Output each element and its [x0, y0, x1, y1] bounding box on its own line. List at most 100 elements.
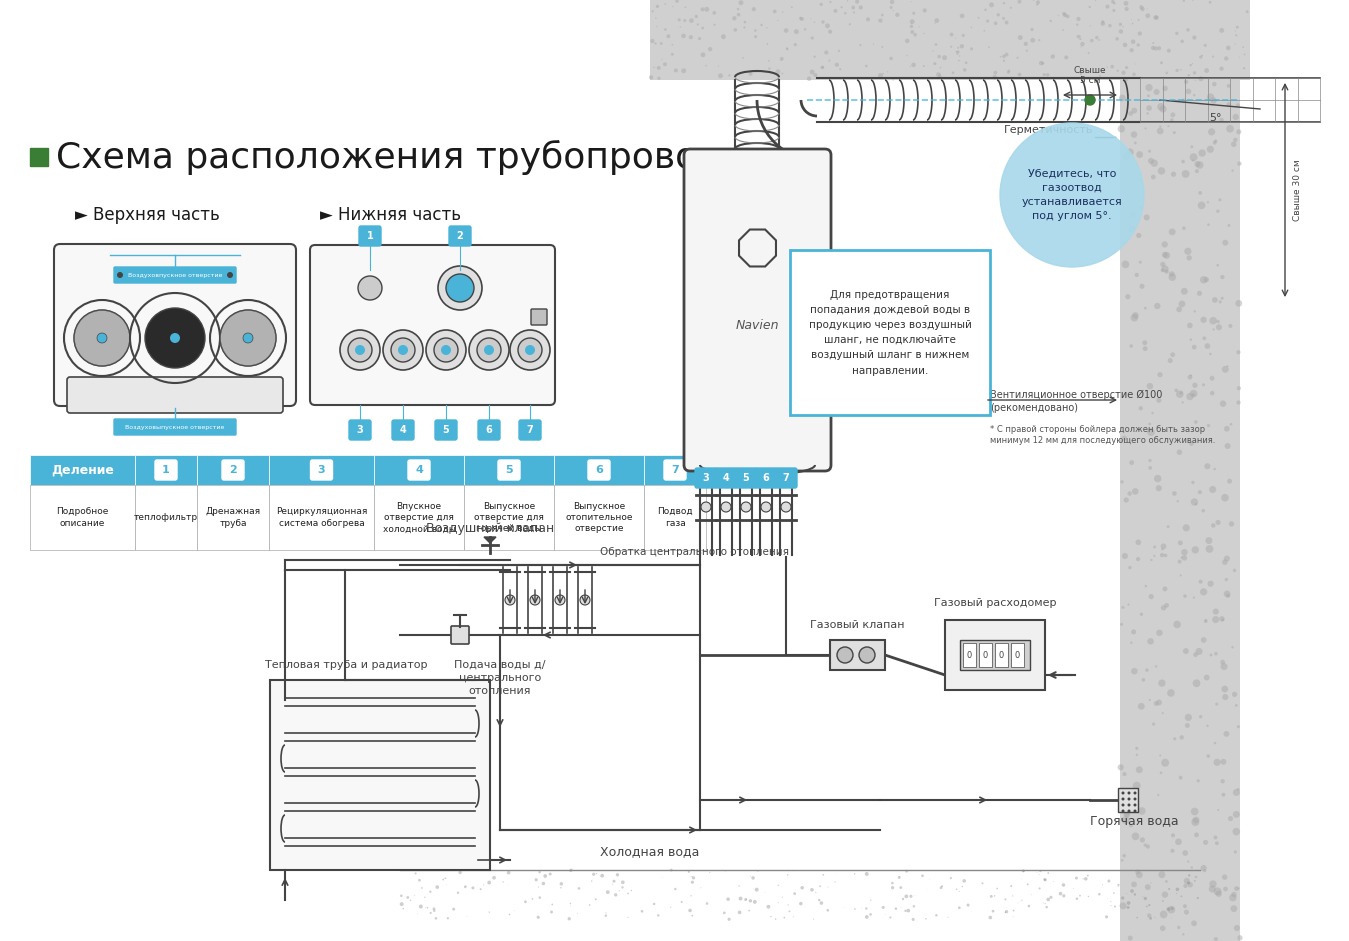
Circle shape — [859, 44, 862, 46]
Bar — [650, 0, 1251, 80]
Circle shape — [1113, 892, 1114, 894]
Circle shape — [1226, 594, 1230, 598]
Circle shape — [1153, 555, 1156, 557]
Circle shape — [1136, 232, 1141, 238]
Circle shape — [1017, 72, 1021, 76]
Circle shape — [1151, 559, 1152, 561]
Circle shape — [786, 48, 789, 51]
Text: 3: 3 — [356, 425, 363, 435]
Circle shape — [712, 11, 716, 15]
Circle shape — [1130, 213, 1136, 216]
Bar — [197, 485, 268, 550]
Circle shape — [1221, 686, 1228, 693]
Circle shape — [1079, 38, 1082, 40]
Circle shape — [1000, 123, 1144, 267]
Circle shape — [1118, 94, 1126, 102]
Circle shape — [683, 19, 687, 22]
Circle shape — [989, 916, 992, 919]
Circle shape — [1184, 80, 1188, 84]
Bar — [268, 455, 374, 485]
Circle shape — [923, 33, 925, 34]
Circle shape — [1125, 295, 1130, 299]
Circle shape — [654, 42, 657, 44]
Circle shape — [822, 21, 824, 24]
Circle shape — [1221, 275, 1225, 279]
Circle shape — [1136, 917, 1139, 918]
Circle shape — [1237, 162, 1241, 166]
Circle shape — [741, 502, 751, 512]
Circle shape — [1236, 34, 1237, 37]
Circle shape — [1182, 170, 1190, 178]
Circle shape — [704, 7, 710, 11]
Circle shape — [738, 897, 742, 901]
Circle shape — [1087, 52, 1090, 54]
Circle shape — [1201, 317, 1207, 323]
Circle shape — [410, 900, 411, 901]
Circle shape — [1130, 889, 1133, 893]
Circle shape — [630, 890, 633, 891]
Circle shape — [1171, 849, 1175, 853]
Circle shape — [820, 901, 823, 905]
Circle shape — [518, 338, 542, 362]
Circle shape — [1236, 129, 1241, 135]
Circle shape — [1159, 755, 1161, 757]
Circle shape — [1184, 247, 1191, 255]
Circle shape — [674, 69, 679, 72]
Circle shape — [1023, 870, 1025, 872]
Circle shape — [1193, 383, 1198, 388]
Circle shape — [1148, 594, 1153, 599]
Text: 4: 4 — [723, 473, 730, 483]
Circle shape — [1179, 574, 1182, 577]
Circle shape — [1126, 906, 1129, 909]
Circle shape — [708, 47, 712, 52]
Circle shape — [921, 874, 924, 877]
FancyBboxPatch shape — [735, 468, 757, 488]
Bar — [643, 485, 706, 550]
Circle shape — [793, 29, 799, 34]
Circle shape — [1039, 61, 1044, 65]
Circle shape — [1121, 859, 1124, 862]
Circle shape — [853, 11, 855, 13]
Circle shape — [1209, 881, 1217, 887]
Circle shape — [348, 338, 372, 362]
Circle shape — [1176, 500, 1179, 502]
Circle shape — [1233, 568, 1236, 572]
Circle shape — [1205, 463, 1210, 470]
Bar — [270, 680, 490, 870]
Circle shape — [680, 26, 681, 27]
Circle shape — [1203, 277, 1209, 282]
Circle shape — [1205, 343, 1210, 349]
Circle shape — [978, 17, 979, 19]
Circle shape — [776, 70, 780, 74]
Circle shape — [1130, 314, 1139, 322]
Text: Выпускное
отопительное
отверстие: Выпускное отопительное отверстие — [565, 502, 633, 534]
Circle shape — [398, 345, 407, 355]
Circle shape — [1143, 341, 1147, 345]
Circle shape — [1132, 312, 1139, 319]
Circle shape — [956, 53, 958, 55]
Circle shape — [1205, 68, 1209, 73]
Circle shape — [1160, 926, 1166, 932]
Circle shape — [1090, 39, 1094, 42]
Circle shape — [754, 35, 757, 39]
Circle shape — [890, 0, 894, 4]
Circle shape — [1059, 892, 1063, 896]
Circle shape — [1161, 241, 1168, 247]
Circle shape — [220, 310, 277, 366]
Circle shape — [1010, 885, 1012, 887]
Circle shape — [1186, 393, 1194, 400]
FancyBboxPatch shape — [755, 468, 777, 488]
Circle shape — [1148, 459, 1152, 462]
Circle shape — [1120, 902, 1126, 909]
Circle shape — [749, 900, 753, 902]
FancyBboxPatch shape — [695, 468, 718, 488]
Circle shape — [858, 6, 863, 9]
Circle shape — [1114, 905, 1116, 907]
Circle shape — [1183, 904, 1187, 908]
Circle shape — [720, 34, 726, 40]
Circle shape — [464, 885, 467, 888]
Circle shape — [480, 888, 482, 890]
Circle shape — [1148, 423, 1151, 425]
Circle shape — [854, 873, 855, 874]
Circle shape — [766, 43, 769, 45]
